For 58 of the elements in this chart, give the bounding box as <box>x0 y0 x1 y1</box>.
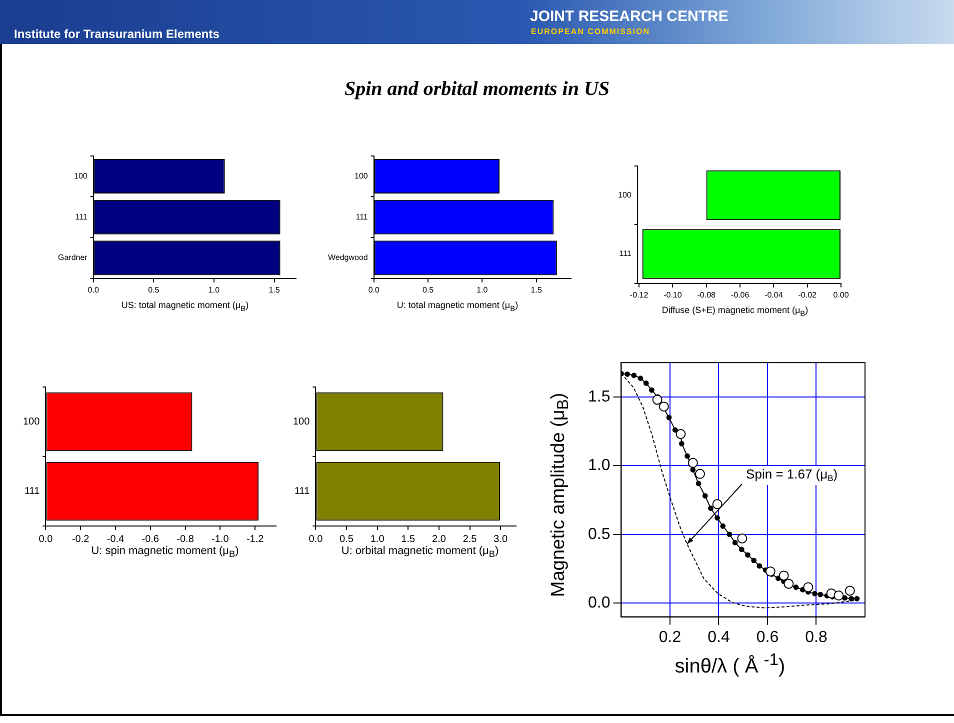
x-tick-label: -1.2 <box>246 534 264 545</box>
y-tick-label: Wedgwood <box>328 253 368 262</box>
y-tick-label: 111 <box>75 212 88 222</box>
x-tick-label: 0.2 <box>658 628 682 646</box>
x-tick-label: -1.0 <box>212 534 230 545</box>
y-tick-label: 100 <box>354 171 368 180</box>
x-tick-label: 1.5 <box>401 534 416 545</box>
x-axis-title: U: total magnetic moment (μ$_{B}$) <box>396 300 520 313</box>
x-tick-label: 0.0 <box>88 285 100 294</box>
x-tick-label: 1.5 <box>268 285 280 294</box>
y-tick-label: 1.5 <box>588 388 610 406</box>
text: JOINT RESEARCH CENTRE <box>530 8 728 25</box>
y-tick-label: 100 <box>22 416 40 428</box>
x-tick-label: 1.0 <box>476 285 488 294</box>
x-tick-label: 1.5 <box>530 285 542 294</box>
text: Institute for Transuranium Elements <box>14 27 220 41</box>
y-tick-label: 111 <box>356 212 368 222</box>
x-tick-label: 2.0 <box>432 534 446 545</box>
y-tick-label: 100 <box>292 416 310 428</box>
y-tick-label: 1.0 <box>588 457 610 474</box>
x-axis-title: sinθ/λ ( Å $^{-1}$) <box>674 650 786 679</box>
x-tick-label: 0.8 <box>805 628 828 646</box>
x-axis-title: US: total magnetic moment (μ$_{B}$) <box>120 300 250 313</box>
x-tick-label: 2.5 <box>462 534 478 545</box>
x-tick-label: -0.2 <box>72 534 90 545</box>
x-tick-label: -0.02 <box>798 290 818 300</box>
y-tick-label: 111 <box>619 249 632 258</box>
text: Spin and orbital moments in US <box>343 78 611 101</box>
x-tick-label: -0.4 <box>106 534 125 545</box>
x-tick-label: 0.00 <box>833 290 850 300</box>
x-axis-title: Diffuse (S+E) magnetic moment (μ$_{B}$) <box>660 305 810 318</box>
x-tick-label: 0.0 <box>368 285 380 294</box>
y-tick-label: 100 <box>618 190 632 200</box>
y-tick-label: 111 <box>24 486 40 497</box>
x-tick-label: -0.8 <box>176 534 194 545</box>
x-tick-label: -0.08 <box>697 290 716 300</box>
x-axis-title: U: spin magnetic moment (μ$_{B}$) <box>90 545 240 560</box>
y-tick-label: 0.0 <box>588 594 610 612</box>
x-tick-label: -0.04 <box>764 290 784 300</box>
x-tick-label: 0.5 <box>422 285 434 294</box>
x-tick-label: -0.12 <box>630 290 649 300</box>
x-tick-label: 0.0 <box>308 534 324 545</box>
y-tick-label: 100 <box>74 171 88 180</box>
x-tick-label: -0.06 <box>730 290 750 300</box>
x-tick-label: 1.0 <box>370 534 385 545</box>
x-tick-label: 0.6 <box>756 628 779 646</box>
x-tick-label: -0.10 <box>664 290 682 300</box>
y-tick-label: Gardner <box>58 253 88 262</box>
x-tick-label: 3.0 <box>494 534 508 545</box>
x-tick-label: 0.4 <box>708 628 730 646</box>
text: EUROPEAN COMMISSION <box>531 27 650 36</box>
x-tick-label: -0.6 <box>142 534 160 545</box>
y-tick-label: 111 <box>294 486 310 497</box>
x-tick-label: 0.5 <box>148 285 160 294</box>
x-tick-label: 0.0 <box>38 534 54 545</box>
x-tick-label: 1.0 <box>208 285 220 294</box>
x-tick-label: 0.5 <box>340 534 354 545</box>
x-axis-title: U: orbital magnetic moment (μ$_{B}$) <box>340 545 500 560</box>
